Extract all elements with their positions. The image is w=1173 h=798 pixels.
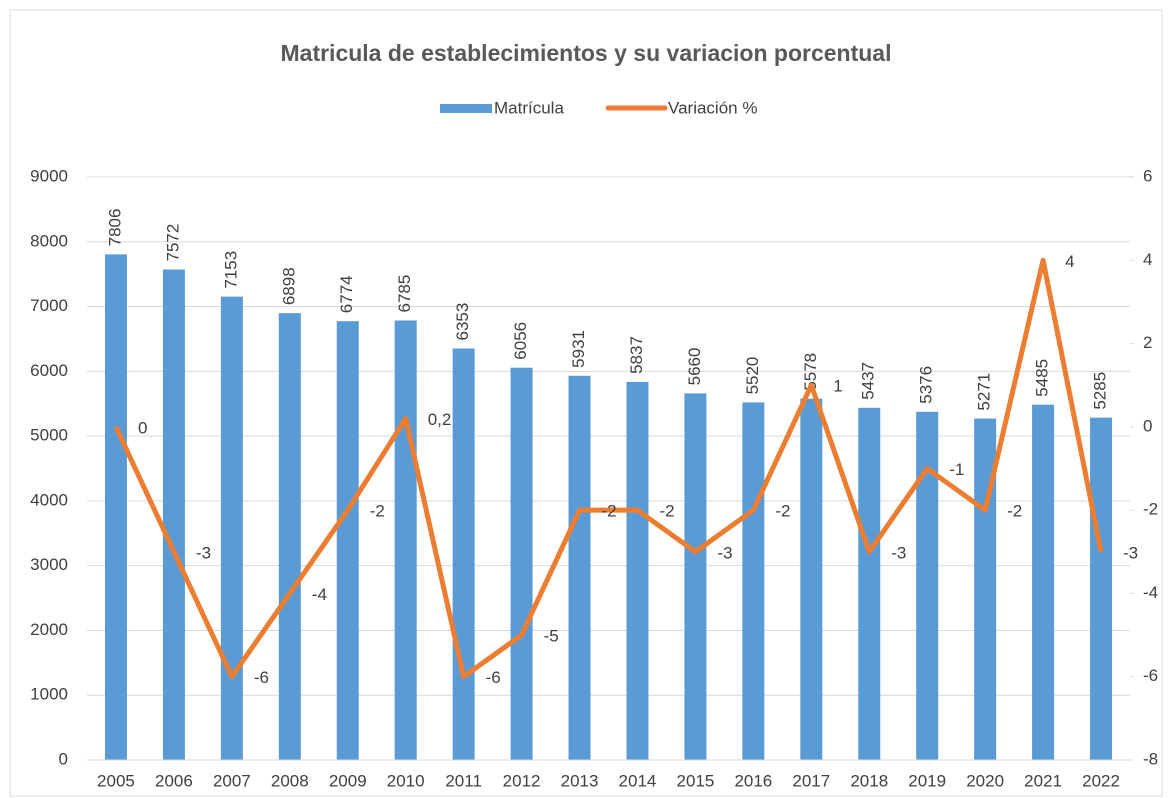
x-tick-label: 2011 xyxy=(445,771,482,790)
bar-value-label: 5660 xyxy=(685,348,704,386)
line-value-label: -4 xyxy=(312,585,327,604)
line-value-label: -3 xyxy=(196,543,211,562)
x-tick-label: 2009 xyxy=(329,771,367,790)
y-tick-label: 6000 xyxy=(30,361,68,380)
line-value-label: 0 xyxy=(138,418,147,437)
bar-value-label: 6774 xyxy=(337,275,356,313)
x-tick-label: 2020 xyxy=(966,771,1004,790)
y-tick-label: 8000 xyxy=(30,231,68,250)
y-tick-label: 9000 xyxy=(30,166,68,185)
y-tick-label: 2000 xyxy=(30,620,68,639)
y-tick-label: 1000 xyxy=(30,685,68,704)
bar xyxy=(104,254,127,760)
bar-value-label: 5271 xyxy=(975,373,994,411)
bar xyxy=(278,313,301,760)
bar xyxy=(1032,404,1055,760)
bar xyxy=(394,320,417,760)
y2-tick-label: 2 xyxy=(1143,333,1152,352)
x-tick-label: 2021 xyxy=(1024,771,1062,790)
bar-value-label: 6353 xyxy=(453,303,472,341)
bar-value-label: 5376 xyxy=(917,366,936,404)
bar xyxy=(858,407,881,760)
bar-value-label: 7153 xyxy=(221,251,240,289)
bar xyxy=(916,411,939,760)
x-tick-label: 2012 xyxy=(503,771,541,790)
bar xyxy=(626,381,649,760)
bar-value-label: 5437 xyxy=(859,362,878,400)
bar-value-label: 5931 xyxy=(569,330,588,368)
bar-value-label: 5520 xyxy=(743,357,762,395)
bar xyxy=(1090,417,1113,760)
line-value-label: -2 xyxy=(1007,502,1022,521)
line xyxy=(113,257,1104,680)
x-tick-label: 2022 xyxy=(1082,771,1120,790)
y2-tick-label: -4 xyxy=(1143,583,1158,602)
y-tick-label: 7000 xyxy=(30,296,68,315)
bar xyxy=(336,321,359,760)
bar-value-label: 6785 xyxy=(395,275,414,313)
x-tick-label: 2016 xyxy=(734,771,772,790)
bar xyxy=(742,402,765,760)
legend-label: Matrícula xyxy=(494,98,564,117)
x-tick-label: 2014 xyxy=(619,771,657,790)
bar xyxy=(568,375,591,760)
legend-label: Variación % xyxy=(668,98,757,117)
line-value-label: -2 xyxy=(775,502,790,521)
x-tick-label: 2005 xyxy=(97,771,135,790)
y-tick-label: 5000 xyxy=(30,426,68,445)
line-value-label: -6 xyxy=(486,668,501,687)
x-tick-label: 2008 xyxy=(271,771,309,790)
line-value-label: -2 xyxy=(370,502,385,521)
x-tick-label: 2019 xyxy=(908,771,946,790)
line-value-label: -5 xyxy=(544,627,559,646)
legend-swatch xyxy=(440,104,492,113)
x-tick-label: 2017 xyxy=(792,771,830,790)
line-value-label: -2 xyxy=(659,502,674,521)
x-tick-label: 2010 xyxy=(387,771,425,790)
x-tick-label: 2007 xyxy=(213,771,251,790)
bar-value-label: 5285 xyxy=(1091,372,1110,410)
bar xyxy=(162,269,185,760)
line-value-label: -3 xyxy=(1123,543,1138,562)
y2-tick-label: -2 xyxy=(1143,500,1158,519)
chart-title: Matricula de establecimientos y su varia… xyxy=(281,40,892,66)
bar-value-label: 5837 xyxy=(627,336,646,374)
y-tick-label: 3000 xyxy=(30,555,68,574)
line-value-label: -3 xyxy=(891,543,906,562)
line-value-label: -3 xyxy=(717,543,732,562)
bar-value-label: 7806 xyxy=(105,209,124,247)
y2-tick-label: 0 xyxy=(1143,416,1152,435)
line-value-label: -1 xyxy=(949,460,964,479)
y2-tick-label: -6 xyxy=(1143,666,1158,685)
bar xyxy=(510,367,533,760)
bar-value-label: 7572 xyxy=(163,224,182,262)
x-tick-label: 2018 xyxy=(850,771,888,790)
line-value-label: 4 xyxy=(1065,252,1074,271)
line-value-label: 1 xyxy=(833,377,842,396)
line-value-label: -6 xyxy=(254,668,269,687)
y2-tick-label: 6 xyxy=(1143,166,1152,185)
y2-tick-label: -8 xyxy=(1143,749,1158,768)
bar xyxy=(800,398,823,760)
y2-tick-label: 4 xyxy=(1143,250,1152,269)
y-tick-label: 0 xyxy=(59,749,68,768)
bar xyxy=(220,296,243,760)
line-value-label: -2 xyxy=(602,502,617,521)
bar-value-label: 6056 xyxy=(511,322,530,360)
bar xyxy=(452,348,475,760)
bar-value-label: 6898 xyxy=(279,267,298,305)
bar xyxy=(684,393,707,760)
y-tick-label: 4000 xyxy=(30,490,68,509)
bar-value-label: 5578 xyxy=(801,353,820,391)
x-tick-label: 2015 xyxy=(677,771,715,790)
bar-value-label: 5485 xyxy=(1033,359,1052,397)
x-tick-label: 2006 xyxy=(155,771,193,790)
line-value-label: 0,2 xyxy=(428,410,452,429)
x-tick-label: 2013 xyxy=(561,771,599,790)
